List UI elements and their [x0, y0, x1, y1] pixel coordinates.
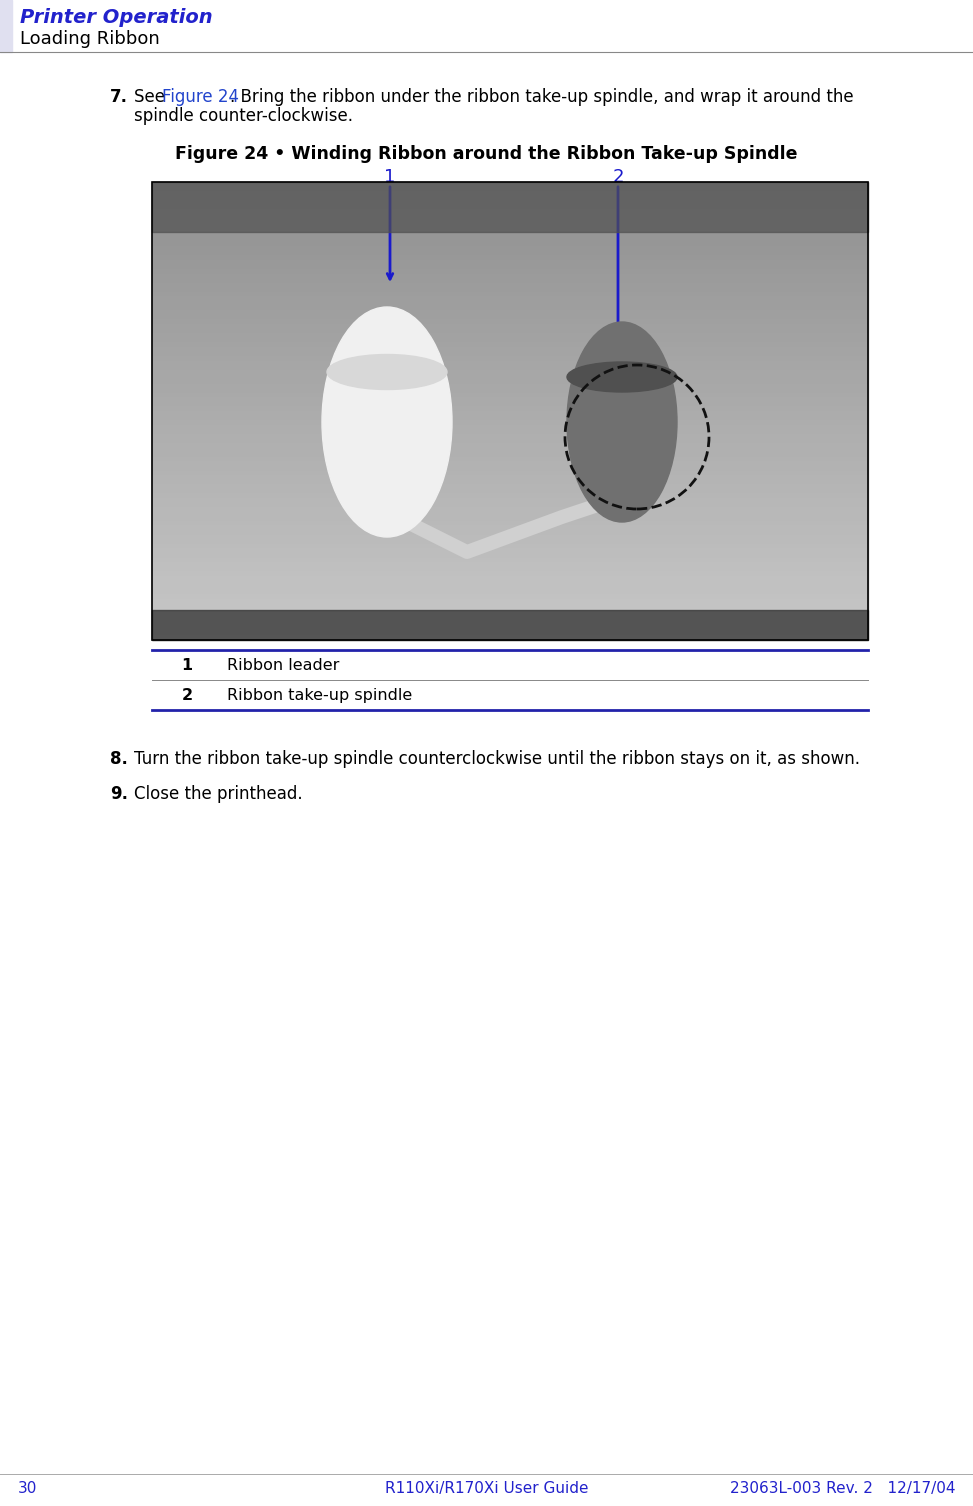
- Text: Ribbon leader: Ribbon leader: [227, 658, 340, 673]
- Text: See: See: [134, 87, 170, 105]
- Text: 1: 1: [181, 658, 193, 673]
- Text: 1: 1: [384, 169, 396, 187]
- Text: Turn the ribbon take-up spindle counterclockwise until the ribbon stays on it, a: Turn the ribbon take-up spindle counterc…: [134, 750, 860, 768]
- Bar: [152, 182, 868, 232]
- Text: Loading Ribbon: Loading Ribbon: [20, 30, 160, 48]
- Ellipse shape: [567, 322, 677, 523]
- Text: . Bring the ribbon under the ribbon take-up spindle, and wrap it around the: . Bring the ribbon under the ribbon take…: [230, 87, 853, 105]
- Text: 30: 30: [18, 1480, 37, 1495]
- Bar: [152, 182, 868, 640]
- Text: Close the printhead.: Close the printhead.: [134, 785, 303, 803]
- Bar: [152, 182, 868, 640]
- Text: Figure 24 • Winding Ribbon around the Ribbon Take-up Spindle: Figure 24 • Winding Ribbon around the Ri…: [175, 145, 798, 163]
- Ellipse shape: [327, 354, 447, 390]
- Text: 7.: 7.: [110, 87, 128, 105]
- Text: 8.: 8.: [110, 750, 127, 768]
- Text: 2: 2: [181, 688, 193, 702]
- Text: Printer Operation: Printer Operation: [20, 8, 213, 27]
- Bar: [152, 610, 868, 640]
- Text: Ribbon take-up spindle: Ribbon take-up spindle: [227, 688, 413, 702]
- Text: 9.: 9.: [110, 785, 128, 803]
- Text: Figure 24: Figure 24: [162, 87, 239, 105]
- Ellipse shape: [322, 307, 452, 538]
- Text: R110Xi/R170Xi User Guide: R110Xi/R170Xi User Guide: [384, 1480, 589, 1495]
- Text: spindle counter-clockwise.: spindle counter-clockwise.: [134, 107, 353, 125]
- Ellipse shape: [567, 361, 677, 392]
- Text: 2: 2: [612, 169, 624, 187]
- Bar: [0, 0, 12, 53]
- Text: 23063L-003 Rev. 2   12/17/04: 23063L-003 Rev. 2 12/17/04: [730, 1480, 955, 1495]
